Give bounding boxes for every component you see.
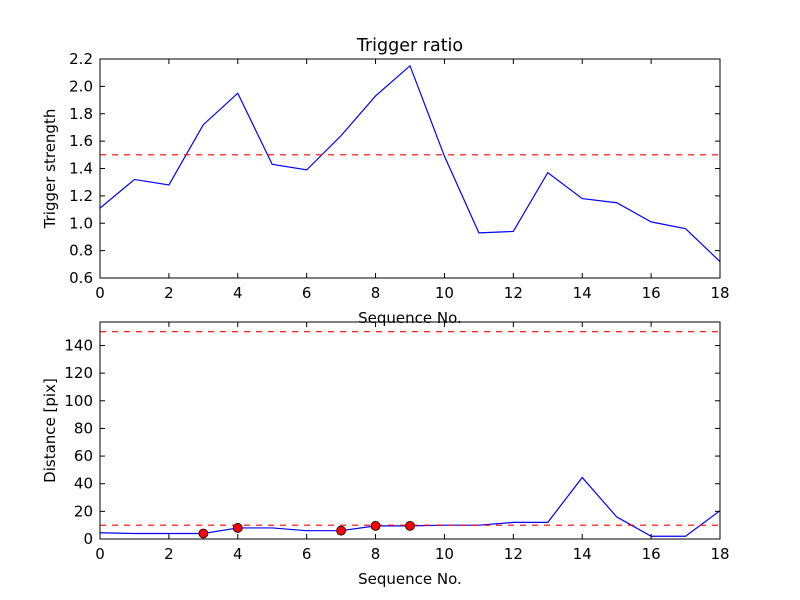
trigger-ratio-chart: 0 2 4 6 8 10 12 14 16 18 0.6 0.8 1.0 1.2 1.4 1.6 1.8 2.0 2… <box>41 36 730 327</box>
x-axis-label: Sequence No. <box>358 309 462 327</box>
x-tick-label: 8 <box>371 284 381 302</box>
x-tick-label: 0 <box>95 545 105 563</box>
x-tick-label: 2 <box>164 284 174 302</box>
y-tick-label: 0.6 <box>69 269 93 287</box>
y-tick-label: 20 <box>74 502 93 520</box>
data-marker <box>336 525 347 536</box>
x-tick-label: 16 <box>642 545 661 563</box>
y-tick-label: 0.8 <box>69 242 93 260</box>
x-tick-label: 10 <box>435 545 454 563</box>
x-tick-label: 16 <box>642 284 661 302</box>
y-tick-label: 1.6 <box>69 132 93 150</box>
x-tick-label: 2 <box>164 545 174 563</box>
y-tick-label: 120 <box>64 364 93 382</box>
x-tick-label: 12 <box>504 284 523 302</box>
data-marker <box>198 528 209 539</box>
x-tick-label: 18 <box>710 284 729 302</box>
x-axis-label: Sequence No. <box>358 570 462 588</box>
y-tick-label: 1.0 <box>69 214 93 232</box>
x-tick-label: 14 <box>573 284 592 302</box>
axes-frame <box>99 321 721 540</box>
y-tick-label: 60 <box>74 447 93 465</box>
data-marker <box>370 520 381 531</box>
x-tick-label: 10 <box>435 284 454 302</box>
y-tick-label: 2.2 <box>69 50 93 68</box>
x-tick-label: 18 <box>710 545 729 563</box>
data-marker <box>405 520 415 531</box>
data-marker <box>232 523 243 533</box>
y-tick-label: 100 <box>64 392 93 410</box>
distance-chart: 0 2 4 6 8 10 12 14 16 18 0 20 40 60 80 100 120 140 Sequenc… <box>41 321 730 588</box>
x-tick-label: 4 <box>233 284 243 302</box>
y-axis-label: Distance [pix] <box>41 378 59 483</box>
y-axis-label: Trigger strength <box>41 109 59 230</box>
x-tick-label: 4 <box>233 545 243 563</box>
series-line <box>100 64 720 263</box>
y-tick-label: 1.4 <box>69 160 93 178</box>
x-tick-label: 6 <box>302 545 312 563</box>
chart-title: Trigger ratio <box>356 36 463 56</box>
x-tick-label: 8 <box>371 545 381 563</box>
x-tick-label: 12 <box>504 545 523 563</box>
x-tick-label: 0 <box>95 284 105 302</box>
y-tick-label: 2.0 <box>69 77 93 95</box>
y-tick-label: 40 <box>74 475 93 493</box>
y-tick-label: 1.8 <box>69 105 93 123</box>
y-tick-label: 1.2 <box>69 187 93 205</box>
x-tick-label: 6 <box>302 284 312 302</box>
x-tick-label: 14 <box>573 545 592 563</box>
y-tick-label: 80 <box>74 419 93 437</box>
y-tick-label: 0 <box>83 530 93 548</box>
y-tick-label: 140 <box>64 336 93 354</box>
